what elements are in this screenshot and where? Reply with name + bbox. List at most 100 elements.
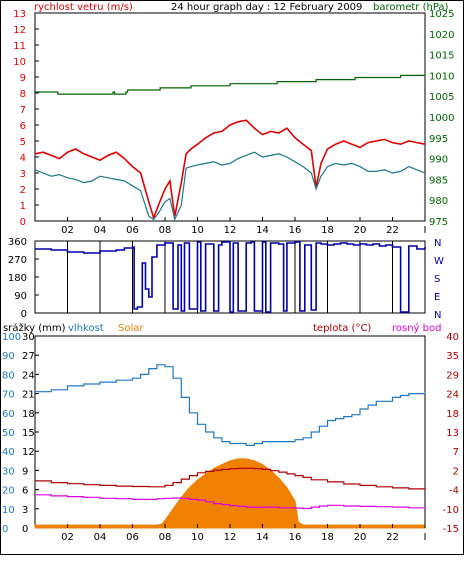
temperature-y-tick: 7 xyxy=(453,447,459,458)
wind-x-tick-label: 20 xyxy=(354,225,367,236)
rain-y-tick: 24 xyxy=(22,370,35,381)
temperature-y-tick: 40 xyxy=(446,332,459,343)
direction-y-tick: 360 xyxy=(8,237,27,248)
temperature-y-tick: 13 xyxy=(446,428,459,439)
barometer-y-tick: 975 xyxy=(429,217,448,228)
direction-y-tick: 180 xyxy=(8,273,27,284)
direction-compass-tick: S xyxy=(434,274,440,285)
direction-y-tick: 90 xyxy=(14,291,27,302)
barometer-y-tick: 985 xyxy=(429,175,448,186)
series-pressure xyxy=(35,74,425,95)
weather-x-tick-label: 06 xyxy=(126,532,139,543)
humidity-y-tick: 80 xyxy=(2,370,15,381)
wind-x-tick-label: 18 xyxy=(321,225,334,236)
rain-y-tick: 30 xyxy=(22,332,35,343)
humidity-y-tick: 40 xyxy=(2,447,15,458)
temperature-y-tick: 24 xyxy=(446,390,459,401)
wind-y-tick: 3 xyxy=(20,169,26,180)
barometer-y-tick: 1000 xyxy=(429,113,454,124)
rain-y-tick: 6 xyxy=(22,486,28,497)
barometer-y-tick: 990 xyxy=(429,155,448,166)
weather-x-tick-label: I xyxy=(424,532,427,543)
wind-axis-label: rychlost vetru (m/s) xyxy=(34,2,133,13)
rain-y-tick: 3 xyxy=(22,505,28,516)
rain-y-tick: 9 xyxy=(22,466,28,477)
series-direction xyxy=(35,241,426,313)
chart-title: 24 hour graph day : 12 February 2009 xyxy=(171,2,362,13)
humidity-axis-label: vlhkost xyxy=(68,323,104,334)
barometer-y-tick: 1005 xyxy=(429,92,454,103)
humidity-y-tick: 10 xyxy=(2,505,15,516)
series-wind_speed xyxy=(34,119,426,221)
rain-y-tick: 21 xyxy=(22,390,35,401)
wind-y-tick: 0 xyxy=(20,217,26,228)
wind-y-tick: 6 xyxy=(20,121,26,132)
temperature-axis-label: teplota (°C) xyxy=(313,323,371,334)
wind-y-tick: 8 xyxy=(20,89,26,100)
weather-x-tick-label: 20 xyxy=(354,532,367,543)
barometer-y-tick: 1020 xyxy=(429,30,454,41)
wind-y-tick: 9 xyxy=(20,73,26,84)
rain-y-tick: 27 xyxy=(22,351,35,362)
humidity-y-tick: 70 xyxy=(2,390,15,401)
weather-x-tick-label: 08 xyxy=(159,532,172,543)
wind-x-tick-label: I xyxy=(424,225,427,236)
direction-compass-tick: E xyxy=(434,292,440,303)
series-wind_avg xyxy=(34,151,426,222)
rain-y-tick: 0 xyxy=(22,524,28,535)
wind-y-tick: 5 xyxy=(20,137,26,148)
wind-y-tick: 4 xyxy=(20,153,26,164)
wind-x-tick-label: 08 xyxy=(159,225,172,236)
weather-x-tick-label: 16 xyxy=(289,532,302,543)
wind-chart-frame xyxy=(34,12,426,222)
direction-compass-tick: N xyxy=(434,310,441,321)
humidity-y-tick: 100 xyxy=(2,332,21,343)
humidity-y-tick: 30 xyxy=(2,466,15,477)
direction-compass-tick: W xyxy=(434,256,444,267)
temperature-y-tick: -10 xyxy=(443,505,459,516)
wind-x-tick-label: 06 xyxy=(126,225,139,236)
humidity-y-tick: 0 xyxy=(2,524,8,535)
rain-y-tick: 15 xyxy=(22,428,35,439)
wind-x-tick-label: 02 xyxy=(61,225,74,236)
wind-y-tick: 13 xyxy=(13,9,26,20)
rain-y-tick: 18 xyxy=(22,409,35,420)
weather-x-tick-label: 04 xyxy=(94,532,107,543)
series-dewpoint xyxy=(35,494,426,510)
series-temperature xyxy=(35,467,426,490)
barometer-y-tick: 995 xyxy=(429,134,448,145)
barometer-y-tick: 1015 xyxy=(429,51,454,62)
weather-x-tick-label: 12 xyxy=(224,532,237,543)
barometer-y-tick: 1010 xyxy=(429,71,454,82)
series-solar xyxy=(34,458,426,529)
direction-compass-tick: N xyxy=(434,238,441,249)
temperature-y-tick: -4 xyxy=(449,486,459,497)
temperature-y-tick: 2 xyxy=(453,466,459,477)
dewpoint-axis-label: rosný bod xyxy=(392,322,441,334)
rain-y-tick: 12 xyxy=(22,447,35,458)
temperature-y-tick: -15 xyxy=(443,524,459,535)
wind-y-tick: 1 xyxy=(20,201,26,212)
wind-y-tick: 10 xyxy=(13,57,26,68)
wind-x-tick-label: 22 xyxy=(386,225,399,236)
barometer-y-tick: 1025 xyxy=(429,9,454,20)
wind-x-tick-label: 04 xyxy=(94,225,107,236)
temperature-y-tick: 35 xyxy=(446,351,459,362)
wind-y-tick: 12 xyxy=(13,25,26,36)
weather-x-tick-label: 22 xyxy=(386,532,399,543)
weather-x-tick-label: 02 xyxy=(61,532,74,543)
wind-x-tick-label: 12 xyxy=(224,225,237,236)
direction-y-tick: 0 xyxy=(21,309,27,320)
rain-axis-label: srážky (mm) xyxy=(3,322,66,334)
weather-x-tick-label: 10 xyxy=(191,532,204,543)
humidity-y-tick: 90 xyxy=(2,351,15,362)
wind-x-tick-label: 16 xyxy=(289,225,302,236)
wind-y-tick: 2 xyxy=(20,185,26,196)
humidity-y-tick: 50 xyxy=(2,428,15,439)
wind-y-tick: 7 xyxy=(20,105,26,116)
humidity-y-tick: 20 xyxy=(2,486,15,497)
temperature-y-tick: 18 xyxy=(446,409,459,420)
wind-x-tick-label: 10 xyxy=(191,225,204,236)
direction-y-tick: 270 xyxy=(8,255,27,266)
